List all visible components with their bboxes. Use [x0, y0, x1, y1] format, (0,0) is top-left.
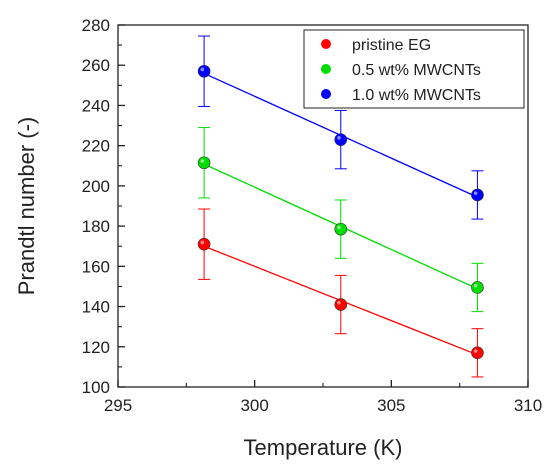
- data-point-highlight: [337, 300, 341, 305]
- data-point-highlight: [200, 159, 205, 163]
- legend: pristine EG 0.5 wt% MWCNTs 1.0 wt% MWCNT…: [303, 29, 525, 109]
- y-axis-title: Prandtl number (-): [14, 117, 39, 296]
- data-point-highlight: [200, 67, 205, 72]
- data-point-0-5-wt-mwcnts: [471, 281, 484, 294]
- y-tick-label: 240: [82, 96, 110, 115]
- data-point-highlight: [337, 136, 341, 140]
- x-axis-title: Temperature (K): [244, 435, 403, 460]
- y-tick-label: 160: [82, 257, 110, 276]
- y-axis-ticks: 100 120 140 160 180 200 220 240 260 280: [82, 16, 125, 397]
- x-tick-label: 305: [377, 396, 405, 415]
- data-point-pristine-eg: [471, 346, 484, 360]
- y-tick-label: 260: [82, 56, 110, 75]
- x-tick-label: 300: [240, 396, 268, 415]
- y-tick-label: 200: [82, 177, 110, 196]
- series-layer: [197, 35, 484, 378]
- legend-box: [303, 29, 525, 109]
- legend-marker-10-wt-mwcnts: [321, 89, 331, 99]
- y-tick-label: 140: [82, 298, 110, 317]
- data-point-1-0-wt-mwcnts: [197, 64, 211, 78]
- data-point-highlight: [473, 191, 478, 195]
- data-point-highlight: [337, 225, 341, 230]
- data-point-highlight: [473, 349, 478, 353]
- data-point-highlight: [473, 283, 478, 288]
- legend-marker-05-wt-mwcnts: [321, 64, 331, 74]
- data-point-highlight: [200, 240, 205, 245]
- data-point-1-0-wt-mwcnts: [471, 188, 484, 202]
- x-tick-label: 310: [514, 396, 542, 415]
- y-tick-label: 120: [82, 338, 110, 357]
- x-tick-label: 295: [104, 396, 132, 415]
- y-tick-label: 100: [82, 378, 110, 397]
- data-point-pristine-eg: [334, 298, 348, 311]
- y-tick-label: 280: [82, 16, 110, 35]
- legend-label-10-wt-mwcnts: 1.0 wt% MWCNTs: [352, 87, 481, 104]
- data-point-0-5-wt-mwcnts: [197, 156, 211, 170]
- legend-label-05-wt-mwcnts: 0.5 wt% MWCNTs: [352, 62, 481, 79]
- data-point-1-0-wt-mwcnts: [334, 133, 348, 146]
- x-axis-ticks: 295 300 305 310: [104, 380, 542, 415]
- legend-marker-pristine-eg: [321, 39, 331, 49]
- y-tick-label: 220: [82, 137, 110, 156]
- data-point-pristine-eg: [197, 237, 211, 251]
- y-tick-label: 180: [82, 217, 110, 236]
- data-point-0-5-wt-mwcnts: [334, 222, 348, 236]
- legend-label-pristine-eg: pristine EG: [352, 37, 431, 54]
